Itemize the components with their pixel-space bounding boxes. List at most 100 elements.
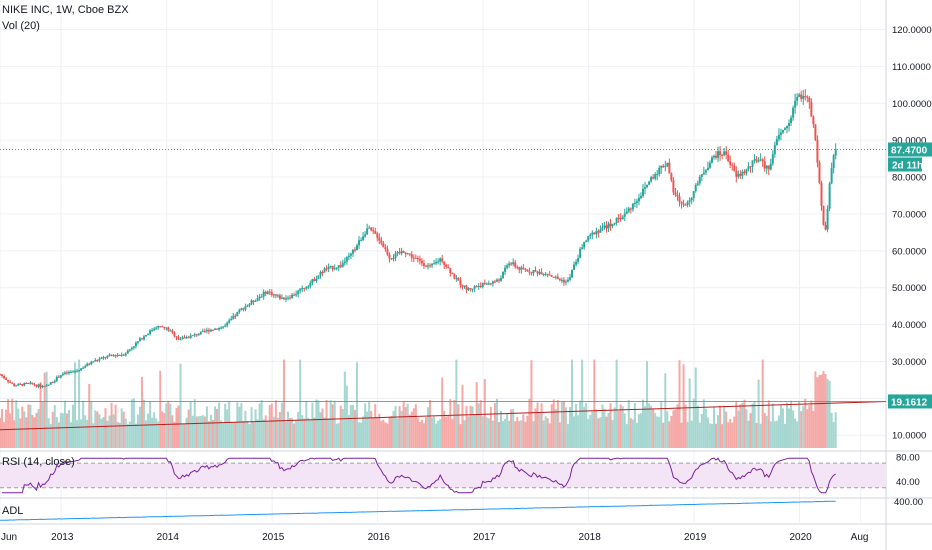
- volume-bar: [769, 421, 772, 448]
- candle-body: [524, 268, 527, 270]
- volume-bar: [31, 414, 34, 448]
- candle-body: [733, 165, 736, 171]
- volume-bar: [406, 403, 409, 448]
- candle-body: [828, 183, 831, 209]
- volume-bar: [248, 424, 251, 448]
- rsi-line: [2, 457, 836, 494]
- volume-bar: [445, 416, 448, 448]
- candle-body: [777, 134, 780, 140]
- volume-bar: [420, 419, 423, 448]
- volume-bar: [278, 412, 281, 448]
- volume-bar: [3, 422, 6, 448]
- candle-body: [55, 376, 58, 381]
- candle-body: [771, 154, 774, 164]
- candle-body: [27, 383, 30, 385]
- candle-body: [260, 296, 263, 298]
- volume-bar: [467, 416, 470, 448]
- volume-bar: [828, 380, 831, 448]
- volume-bar: [307, 417, 310, 448]
- candle-body: [658, 167, 661, 175]
- volume-bar: [788, 408, 791, 448]
- volume-bar: [639, 413, 642, 448]
- volume-bar: [96, 411, 99, 448]
- candle-body: [252, 300, 255, 302]
- candle-body: [358, 240, 361, 246]
- candle-body: [11, 382, 14, 384]
- volume-bar: [76, 420, 79, 448]
- volume-bar: [23, 411, 26, 448]
- candle-body: [650, 177, 653, 182]
- volume-bar: [55, 417, 58, 448]
- candle-body: [232, 315, 235, 319]
- candle-body: [3, 376, 6, 379]
- volume-bar: [143, 399, 146, 448]
- candle-body: [597, 231, 600, 233]
- candle-body: [568, 277, 571, 280]
- volume-bar: [455, 359, 458, 448]
- candle-body: [175, 336, 178, 338]
- candle-body: [755, 159, 758, 162]
- candle-body: [282, 297, 285, 300]
- volume-bar: [765, 415, 768, 448]
- candle-body: [272, 294, 275, 296]
- volume-bar: [777, 415, 780, 448]
- candle-body: [502, 271, 505, 279]
- volume-bar: [548, 423, 551, 448]
- volume-bar: [658, 416, 661, 448]
- candle-body: [538, 272, 541, 274]
- volume-bar: [447, 415, 450, 448]
- candle-body: [222, 326, 225, 328]
- candle-body: [149, 330, 152, 335]
- volume-bar: [767, 400, 770, 448]
- volume-bar: [209, 414, 212, 448]
- volume-bar: [309, 419, 312, 448]
- volume-bar: [173, 421, 176, 448]
- candle-body: [493, 281, 496, 283]
- volume-bar: [524, 421, 527, 448]
- candle-body: [696, 183, 699, 186]
- candle-body: [796, 96, 799, 101]
- volume-bar: [78, 359, 81, 448]
- price-tick-label: 70.0000: [892, 209, 926, 220]
- volume-bar: [252, 422, 255, 448]
- volume-bar: [721, 424, 724, 448]
- candle-body: [114, 355, 117, 357]
- volume-bar: [731, 422, 734, 448]
- candle-body: [400, 251, 403, 254]
- volume-bar: [824, 374, 827, 448]
- candle-body: [489, 283, 492, 285]
- candle-body: [276, 295, 279, 297]
- price-tick-label: 50.0000: [892, 283, 926, 294]
- candle-body: [668, 162, 671, 174]
- candle-body: [676, 194, 679, 197]
- volume-bar: [49, 424, 52, 448]
- candle-body: [285, 298, 288, 300]
- volume-bar: [435, 423, 438, 448]
- volume-bar: [337, 422, 340, 448]
- volume-bar: [82, 400, 85, 448]
- volume-bar: [481, 416, 484, 448]
- candle-body: [491, 281, 494, 284]
- candle-body: [23, 383, 26, 386]
- candle-body: [741, 171, 744, 176]
- volume-bar: [408, 414, 411, 448]
- candle-body: [575, 261, 578, 265]
- volume-bar: [465, 405, 468, 448]
- volume-bar: [5, 409, 8, 448]
- candle-body: [153, 328, 156, 331]
- date-tick-label: 2014: [157, 532, 180, 543]
- volume-bar: [353, 410, 356, 448]
- volume-bar: [629, 418, 632, 448]
- candle-body: [562, 279, 565, 283]
- candle-body: [214, 328, 217, 330]
- volume-bar: [650, 405, 653, 448]
- candle-body: [134, 342, 137, 347]
- volume-bar: [830, 412, 833, 448]
- volume-bar: [727, 422, 730, 448]
- volume-bar: [276, 417, 279, 448]
- candle-body: [775, 139, 778, 146]
- candle-body: [532, 270, 535, 274]
- candle-body: [295, 293, 298, 296]
- candle-body: [550, 275, 553, 277]
